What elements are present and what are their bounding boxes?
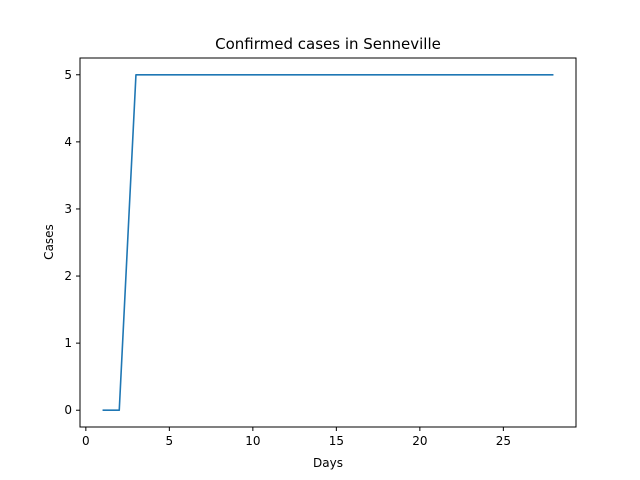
x-tick-label: 10: [245, 434, 260, 448]
series-line-confirmed-cases: [102, 73, 554, 412]
plot-frame: [79, 57, 577, 428]
y-tick-label: 5: [64, 68, 72, 82]
y-tick-label: 0: [64, 403, 72, 417]
x-tick-label: 25: [496, 434, 511, 448]
x-axis: 0 5 10 15 20 25: [82, 427, 511, 448]
x-axis-label: Days: [313, 456, 343, 470]
y-axis-label: Cases: [42, 224, 56, 260]
y-tick-label: 1: [64, 336, 72, 350]
y-tick-label: 2: [64, 269, 72, 283]
x-tick-label: 5: [166, 434, 174, 448]
y-axis: 0 1 2 3 4 5: [64, 68, 80, 417]
x-tick-label: 0: [82, 434, 90, 448]
y-tick-label: 4: [64, 135, 72, 149]
x-tick-label: 15: [329, 434, 344, 448]
y-tick-label: 3: [64, 202, 72, 216]
chart-title: Confirmed cases in Senneville: [215, 35, 441, 53]
series-layer: [102, 73, 554, 412]
x-tick-label: 20: [412, 434, 427, 448]
